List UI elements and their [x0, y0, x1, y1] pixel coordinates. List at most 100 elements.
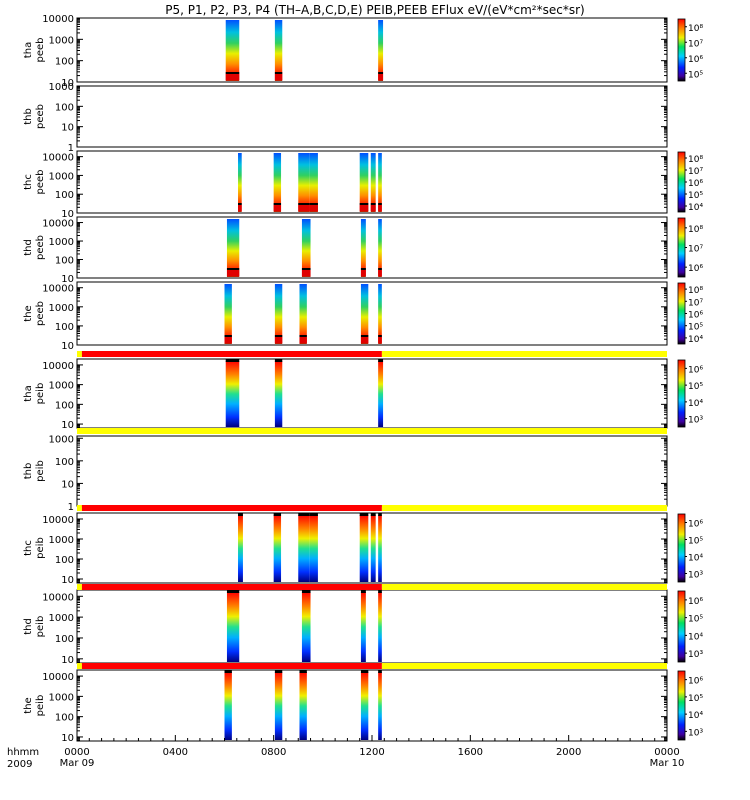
colorbar-tick-label: 10⁵ — [688, 615, 703, 625]
time-axis-year: 2009 — [7, 759, 32, 770]
y-axis-probe-label: thc — [23, 540, 34, 556]
y-axis-product-label: peeb — [35, 170, 46, 195]
y-tick-label: 10000 — [42, 153, 74, 164]
y-tick-label: 1 — [68, 502, 74, 513]
panel-frame — [76, 435, 668, 507]
colorbar-tick-label: 10³ — [688, 650, 703, 660]
colorbar — [677, 18, 686, 82]
colorbar-tick-label: 10⁶ — [688, 597, 703, 607]
colorbar-tick-label: 10⁷ — [688, 39, 703, 49]
time-axis-label: hhmm — [7, 747, 39, 758]
x-tick-label: 0000 — [64, 747, 89, 758]
x-tick-label: 0800 — [261, 747, 286, 758]
mode-bar-red — [81, 584, 382, 590]
y-tick-label: 1000 — [49, 434, 74, 445]
low-energy-band — [298, 205, 310, 211]
colorbar-tick-label: 10⁴ — [688, 203, 703, 213]
y-tick-label: 10 — [61, 655, 74, 666]
spectrogram-burst — [298, 515, 310, 582]
y-tick-label: 10 — [61, 123, 74, 134]
spectrogram-burst — [309, 153, 318, 212]
y-tick-label: 1000 — [49, 171, 74, 182]
spectrogram-burst — [273, 153, 282, 212]
mode-bar-yellow — [77, 428, 667, 434]
y-axis-product-label: peeb — [35, 235, 46, 260]
colorbar-tick-label: 10⁶ — [688, 55, 703, 65]
colorbar — [677, 359, 686, 428]
low-energy-band — [309, 205, 318, 211]
y-tick-label: 100 — [55, 102, 74, 113]
colorbar-tick-label: 10⁵ — [688, 537, 703, 547]
y-axis-probe-label: the — [23, 305, 34, 321]
mode-bar-yellow — [77, 505, 82, 511]
panel-frame — [76, 589, 668, 664]
y-axis-product-label: peeb — [35, 38, 46, 63]
y-tick-label: 10 — [61, 209, 74, 220]
spectrogram-burst — [378, 592, 382, 662]
spectrogram-burst — [274, 672, 283, 740]
burst-top-edge — [359, 513, 369, 516]
colorbar-tick-label: 10⁸ — [688, 24, 703, 34]
colorbar — [677, 217, 686, 278]
colorbar-tick-label: 10⁶ — [688, 311, 703, 321]
spacecraft-potential-line — [299, 335, 307, 337]
low-energy-band — [360, 337, 369, 343]
mode-bar-yellow — [77, 663, 82, 669]
spectrogram-burst — [274, 284, 283, 344]
low-energy-band — [378, 74, 384, 80]
spectrogram-burst — [370, 515, 376, 582]
x-tick-label: 1200 — [359, 747, 384, 758]
spectrogram-burst — [225, 20, 240, 81]
burst-top-edge — [273, 513, 282, 516]
panel-thc-peeb: 10 100 1000 10000 thc peeb 10⁴ 10⁵ 10⁶ 10⁷ 10⁸ — [23, 150, 703, 220]
spectrogram-burst — [301, 219, 311, 277]
y-tick-label: 100 — [55, 256, 74, 267]
panel-frame — [76, 512, 668, 584]
spectrogram-burst — [225, 361, 240, 427]
burst-top-edge — [378, 513, 382, 516]
colorbar-tick-label: 10⁵ — [688, 70, 703, 80]
spectrogram-burst — [238, 515, 243, 582]
spectrogram-burst — [360, 672, 369, 740]
panel-the-peib: 10 100 1000 10000 the peib 10³ 10⁴ 10⁵ 10⁶ — [23, 663, 703, 744]
y-tick-label: 10 — [61, 78, 74, 89]
y-tick-label: 10000 — [42, 361, 74, 372]
panel-frame — [76, 281, 668, 346]
low-energy-band — [224, 337, 232, 343]
colorbar-tick-label: 10⁴ — [688, 632, 703, 642]
colorbar-tick-label: 10⁸ — [688, 225, 703, 235]
low-energy-band — [378, 205, 382, 211]
y-axis-product-label: peeb — [35, 104, 46, 129]
low-energy-band — [359, 205, 369, 211]
x-tick-date-label: Mar 09 — [60, 758, 95, 769]
low-energy-band — [273, 205, 282, 211]
spectrogram-burst — [309, 515, 318, 582]
y-axis-product-label: peib — [35, 383, 46, 405]
burst-top-edge — [378, 590, 382, 593]
spectrogram-burst — [378, 284, 382, 344]
colorbar-tick-label: 10⁷ — [688, 245, 703, 255]
colorbar-tick-label: 10⁴ — [688, 399, 703, 409]
panel-tha-peib: 10 100 1000 10000 tha peib 10³ 10⁴ 10⁵ 10⁶ — [23, 351, 703, 431]
y-axis-product-label: peib — [35, 537, 46, 559]
panel-frame — [76, 216, 668, 279]
y-axis-probe-label: thb — [23, 463, 34, 480]
mode-bar-yellow — [381, 351, 667, 357]
y-tick-label: 1000 — [49, 535, 74, 546]
spacecraft-potential-line — [226, 268, 240, 270]
burst-top-edge — [360, 590, 366, 593]
y-tick-label: 1000 — [49, 35, 74, 46]
colorbar-tick-label: 10³ — [688, 571, 703, 581]
spectrogram-burst — [359, 153, 369, 212]
spectrogram-burst — [224, 284, 232, 344]
low-energy-band — [226, 270, 240, 276]
spectrogram-burst — [378, 219, 382, 277]
panel-tha-peeb: 10 100 1000 10000 tha peeb 10⁵ 10⁶ 10⁷ 10⁸ — [23, 14, 703, 89]
spectrogram-burst — [301, 592, 311, 662]
y-tick-label: 10 — [61, 575, 74, 586]
y-axis-probe-label: thc — [23, 174, 34, 190]
y-axis-probe-label: thd — [23, 618, 34, 635]
y-tick-label: 1000 — [49, 381, 74, 392]
spectrogram-burst — [299, 284, 307, 344]
